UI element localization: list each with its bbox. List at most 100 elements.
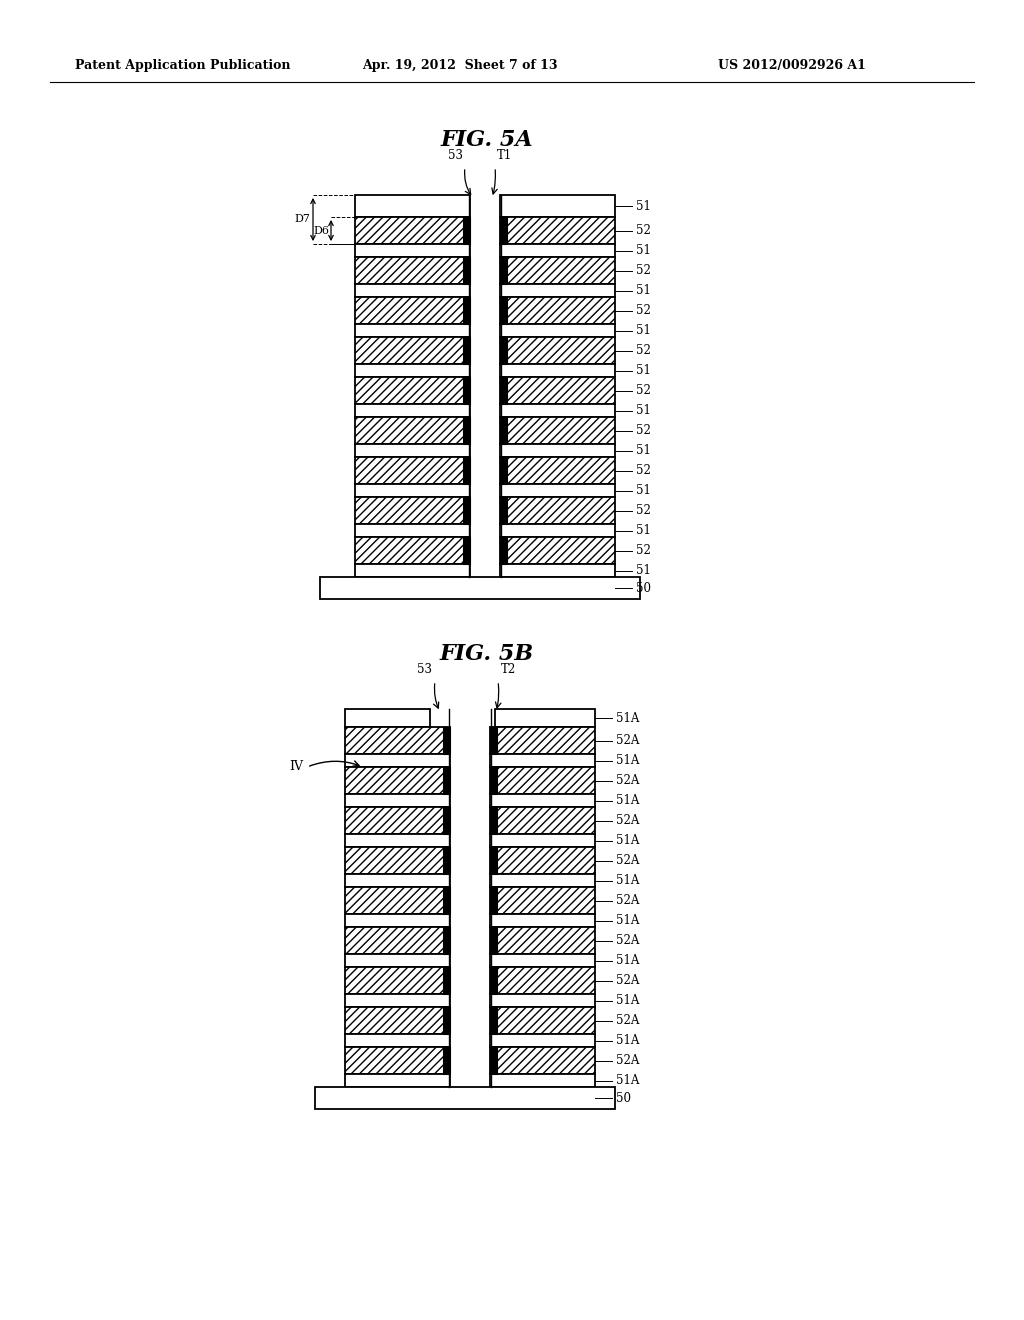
Text: 51A: 51A [616, 834, 639, 847]
Bar [355, 195, 470, 216]
Bar [355, 244, 470, 257]
Bar [345, 1047, 450, 1074]
Bar [345, 927, 450, 954]
Bar [345, 847, 450, 874]
Bar [500, 524, 615, 537]
Bar [319, 577, 640, 599]
Text: D6: D6 [313, 226, 329, 235]
Bar [500, 537, 507, 564]
Text: 52: 52 [636, 424, 651, 437]
Bar [490, 1007, 595, 1034]
Bar [490, 727, 497, 754]
Bar [355, 364, 470, 378]
Text: 53: 53 [417, 663, 432, 676]
Bar [500, 444, 615, 457]
Bar [355, 216, 470, 244]
Bar [355, 444, 470, 457]
Text: 52A: 52A [616, 1014, 639, 1027]
Text: Apr. 19, 2012  Sheet 7 of 13: Apr. 19, 2012 Sheet 7 of 13 [362, 58, 557, 71]
Bar [463, 498, 470, 524]
Bar [490, 847, 497, 874]
Bar [315, 1086, 615, 1109]
Text: FIG. 5A: FIG. 5A [440, 129, 534, 150]
Text: 52: 52 [636, 465, 651, 477]
Text: 52: 52 [636, 504, 651, 517]
Bar [355, 524, 470, 537]
Text: 50: 50 [636, 582, 651, 594]
Text: 52A: 52A [616, 854, 639, 867]
Bar [500, 564, 615, 577]
Bar [443, 887, 450, 913]
Bar [500, 337, 615, 364]
Text: T2: T2 [501, 663, 516, 676]
Bar [443, 727, 450, 754]
Bar [355, 537, 470, 564]
Bar [500, 457, 507, 484]
Text: 51: 51 [636, 564, 651, 577]
Text: 52: 52 [636, 304, 651, 317]
Text: 52A: 52A [616, 814, 639, 828]
Bar [490, 754, 595, 767]
Bar [345, 1007, 450, 1034]
Text: 51: 51 [636, 244, 651, 257]
Bar [463, 457, 470, 484]
Text: 51A: 51A [616, 795, 639, 807]
Bar [490, 887, 497, 913]
Bar [345, 795, 450, 807]
Bar [443, 847, 450, 874]
Text: 52A: 52A [616, 974, 639, 987]
Text: 51: 51 [636, 199, 651, 213]
Bar [490, 1007, 497, 1034]
Bar [355, 323, 470, 337]
Text: 52: 52 [636, 345, 651, 356]
Bar [490, 767, 595, 795]
Text: 51A: 51A [616, 1074, 639, 1086]
Text: 52A: 52A [616, 774, 639, 787]
Bar [490, 767, 497, 795]
Bar [443, 807, 450, 834]
Bar [490, 874, 595, 887]
Bar [345, 887, 450, 913]
Text: 52: 52 [636, 224, 651, 238]
Bar [443, 927, 450, 954]
Bar [500, 417, 615, 444]
Bar [345, 994, 450, 1007]
Bar [345, 874, 450, 887]
Bar [345, 754, 450, 767]
Bar [490, 807, 497, 834]
Text: 52: 52 [636, 544, 651, 557]
Text: 51A: 51A [616, 754, 639, 767]
Text: 51: 51 [636, 444, 651, 457]
Bar [490, 807, 595, 834]
Text: 51: 51 [636, 323, 651, 337]
Bar [500, 364, 615, 378]
Bar [345, 968, 450, 994]
Bar [463, 537, 470, 564]
Text: 51A: 51A [616, 711, 639, 725]
Bar [500, 498, 615, 524]
Text: T1: T1 [497, 149, 512, 162]
Text: 52A: 52A [616, 894, 639, 907]
Text: 51: 51 [636, 284, 651, 297]
Bar [500, 378, 615, 404]
Bar [463, 297, 470, 323]
Bar [500, 244, 615, 257]
Bar [490, 994, 595, 1007]
Text: 51: 51 [636, 524, 651, 537]
Bar [500, 337, 507, 364]
Text: US 2012/0092926 A1: US 2012/0092926 A1 [718, 58, 866, 71]
Text: IV: IV [289, 760, 303, 774]
Bar [355, 378, 470, 404]
Bar [500, 498, 507, 524]
Bar [500, 378, 507, 404]
Bar [443, 1007, 450, 1034]
Bar [495, 709, 595, 727]
Bar [443, 1047, 450, 1074]
Bar [500, 216, 615, 244]
Bar [500, 484, 615, 498]
Bar [490, 927, 497, 954]
Bar [500, 284, 615, 297]
Bar [345, 913, 450, 927]
Text: Patent Application Publication: Patent Application Publication [75, 58, 291, 71]
Bar [500, 195, 615, 216]
